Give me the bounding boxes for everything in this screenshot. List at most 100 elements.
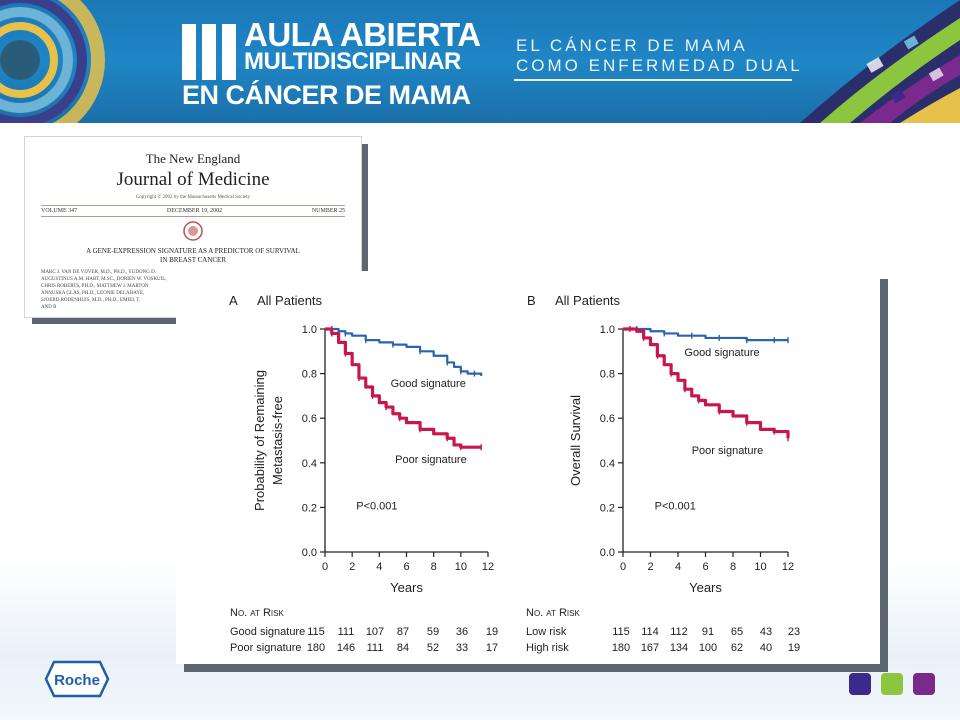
panel-a-risk-value: 52: [427, 642, 439, 654]
panel-a-letter: A: [229, 293, 238, 308]
article-authors: MARC J. VAN DE VIJVER, M.D., PH.D., YUDO…: [41, 269, 241, 311]
panel-a-label-good-signature: Good signature: [391, 378, 466, 390]
panel-b-risk-value: 65: [731, 626, 743, 638]
panel-b-y-tick-label: 0.0: [600, 547, 615, 559]
author-line: SJOERD RODENHUIS, M.D., PH.D., EMIEL T.: [41, 298, 141, 303]
panel-b-x-tick-label: 6: [702, 561, 708, 573]
panel-a-risk-value: 111: [367, 642, 384, 654]
roche-logo-text: Roche: [54, 672, 100, 689]
mosaic-decoration: [0, 0, 960, 123]
panel-b-risk-value: 43: [760, 626, 772, 638]
panel-a-risk-value: 180: [307, 642, 325, 654]
panel-b-y-tick-label: 0.4: [600, 458, 615, 470]
roche-logo: Roche: [44, 660, 110, 698]
author-line: CHRIS ROBERTS, PH.D., MATTHEW J. MARTON: [41, 284, 149, 289]
panel-b-x-tick-label: 0: [620, 561, 626, 573]
panel-b-risk-value: 114: [641, 626, 659, 638]
panel-b-risk-value: 134: [670, 642, 688, 654]
subtitle-underline: [514, 79, 792, 81]
journal-volume: VOLUME 347: [41, 208, 78, 214]
panel-b-risk-row-label: Low risk: [526, 626, 567, 638]
panel-a-x-tick-label: 4: [376, 561, 382, 573]
panel-a-risk-value: 17: [486, 642, 498, 654]
decor-square-purple: [849, 673, 871, 695]
panel-b-y-tick-label: 0.2: [600, 502, 615, 514]
panel-b-risk-value: 100: [699, 642, 717, 654]
panel-a-risk-value: 115: [307, 626, 325, 638]
panel-b-x-tick-label: 4: [675, 561, 681, 573]
journal-issue-bar: VOLUME 347 DECEMBER 19, 2002 NUMBER 25: [41, 205, 345, 217]
panel-b-title: All Patients: [555, 293, 621, 308]
panel-b-risk-value: 112: [670, 626, 688, 638]
kaplan-meier-figure: A All Patients 0.0 0.2 0.4 0.6 0.8 1.0 0 2 4 6 8 10 12…: [176, 271, 880, 664]
journal-name-line-1: The New England: [145, 151, 241, 166]
panel-b-series-poor-line: [623, 327, 790, 439]
journal-seal-icon: [183, 221, 203, 241]
subtitle-line-1: EL CÁNCER DE MAMA: [516, 36, 748, 55]
panel-a-x-tick-label: 8: [431, 561, 437, 573]
title-line-1: AULA ABIERTA: [244, 16, 481, 53]
panel-a-risk-value: 36: [456, 626, 468, 638]
panel-b-p-value: P<0.001: [655, 501, 696, 513]
panel-b-x-tick-label: 2: [647, 561, 653, 573]
article-title-line-2: IN BREAST CANCER: [160, 256, 226, 264]
panel-b-risk-value: 62: [731, 642, 743, 654]
panel-a-y-tick-label: 1.0: [302, 324, 317, 336]
panel-b-risk-header: No. at Risk: [526, 607, 580, 619]
panel-b-letter: B: [527, 293, 536, 308]
title-line-2: MULTIDISCIPLINAR: [244, 48, 461, 75]
panel-a-x-tick-label: 0: [322, 561, 328, 573]
event-subtitle: EL CÁNCER DE MAMA COMO ENFERMEDAD DUAL: [516, 36, 803, 76]
panel-a-x-tick-label: 2: [349, 561, 355, 573]
subtitle-line-2: COMO ENFERMEDAD DUAL: [516, 56, 803, 75]
panel-a-label-poor-signature: Poor signature: [395, 454, 467, 466]
roman-numeral-iii: [182, 24, 238, 82]
panel-b-risk-value: 115: [612, 626, 630, 638]
article-title: A GENE-EXPRESSION SIGNATURE AS A PREDICT…: [25, 247, 361, 265]
panel-a-risk-value: 19: [486, 626, 498, 638]
panel-a-y-tick-label: 0.4: [302, 458, 317, 470]
article-title-line-1: A GENE-EXPRESSION SIGNATURE AS A PREDICT…: [86, 247, 300, 255]
decor-square-violet: [913, 673, 935, 695]
left-spiral-art: [0, 0, 105, 123]
panel-a-risk-value: 59: [427, 626, 439, 638]
journal-number: NUMBER 25: [311, 208, 345, 214]
panel-b-label-good-signature: Good signature: [684, 347, 759, 359]
panel-b-risk-value: 91: [702, 626, 714, 638]
journal-copyright: Copyright © 2002 by the Massachusetts Me…: [135, 195, 251, 200]
journal-name-line-2: Journal of Medicine: [116, 169, 270, 190]
panel-b-x-tick-label: 8: [730, 561, 736, 573]
author-line: ANNUSKA GLAS, PH.D., LEONIE DELAHAYE,: [41, 291, 145, 296]
panel-a-risk-value: 111: [338, 626, 355, 638]
panel-a-risk-value: 33: [456, 642, 468, 654]
panel-a-risk-row-label: Good signature: [230, 626, 305, 638]
panel-b-x-tick-label: 10: [754, 561, 766, 573]
panel-a-risk-value: 107: [366, 626, 384, 638]
panel-b-x-label: Years: [689, 580, 722, 595]
panel-b-risk-value: 19: [788, 642, 800, 654]
panel-b-risk-value: 23: [788, 626, 800, 638]
panel-a-risk-row-label: Poor signature: [230, 642, 302, 654]
title-line-3: EN CÁNCER DE MAMA: [182, 80, 471, 110]
panel-b-risk-row-label: High risk: [526, 642, 569, 654]
panel-a-x-tick-label: 10: [455, 561, 467, 573]
decor-square-green: [881, 673, 903, 695]
panel-a-title: All Patients: [257, 293, 323, 308]
panel-a-y-tick-label: 0.8: [302, 369, 317, 381]
panel-b-risk-value: 180: [612, 642, 630, 654]
panel-b-y-tick-label: 0.6: [600, 413, 615, 425]
panel-b-y-tick-label: 1.0: [600, 324, 615, 336]
panel-a-y-tick-label: 0.6: [302, 413, 317, 425]
panel-a-y-tick-label: 0.0: [302, 547, 317, 559]
panel-a-risk-value: 146: [337, 642, 355, 654]
panel-a-risk-value: 87: [397, 626, 409, 638]
right-mosaic-art: [800, 0, 960, 123]
panel-b-x-tick-label: 12: [782, 561, 794, 573]
panel-a-y-label-line-1: Probability of Remaining: [252, 370, 267, 511]
panel-a-x-tick-label: 12: [482, 561, 494, 573]
panel-a-x-label: Years: [390, 580, 423, 595]
panel-a-risk-header: No. at Risk: [230, 607, 284, 619]
slide-header: AULA ABIERTA MULTIDISCIPLINAR EN CÁNCER …: [0, 0, 960, 123]
panel-a-y-label-line-2: Metastasis-free: [270, 396, 285, 485]
panel-b-risk-value: 167: [641, 642, 659, 654]
